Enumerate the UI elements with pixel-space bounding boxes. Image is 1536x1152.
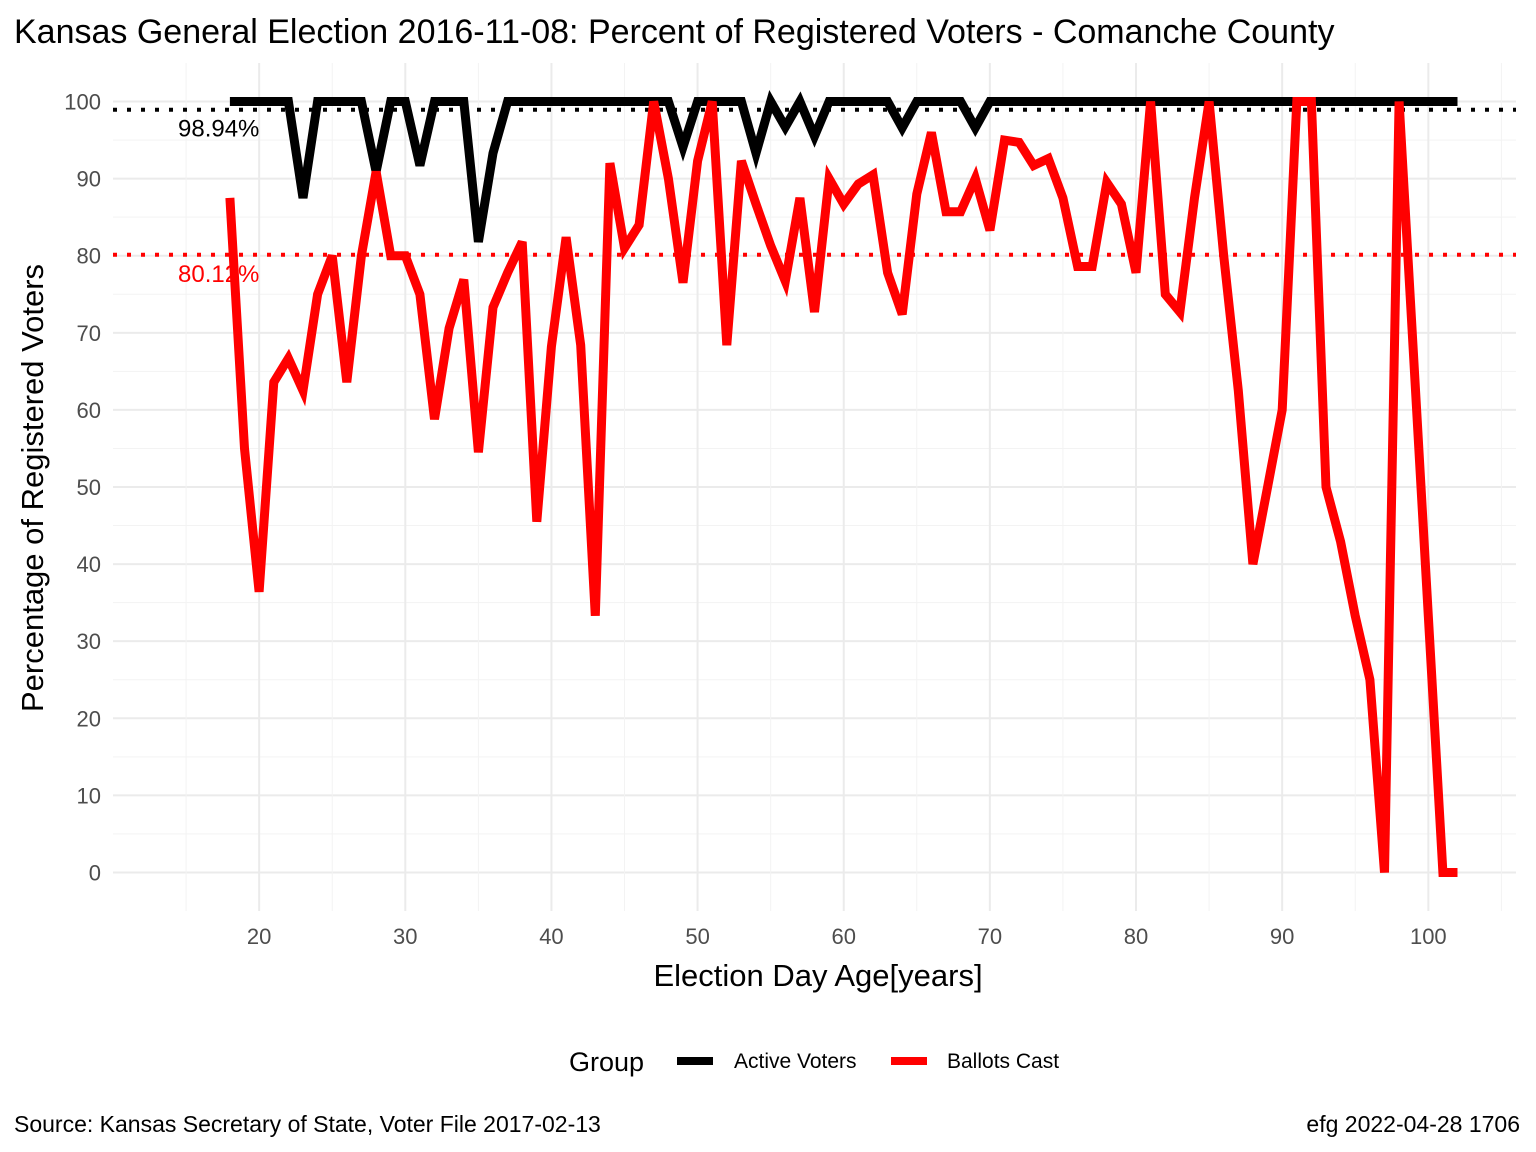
y-tick-label: 10 [77,783,101,808]
series-line-active-voters [229,89,1458,243]
reference-label-1: 80.12% [178,261,259,288]
x-tick-label: 40 [539,924,563,949]
y-tick-label: 100 [64,90,101,115]
series-line-ballots-cast [225,97,1458,877]
x-tick-label: 90 [1270,924,1294,949]
y-tick-label: 20 [77,706,101,731]
y-tick-label: 50 [77,475,101,500]
chart-title: Kansas General Election 2016-11-08: Perc… [14,13,1334,51]
x-tick-label: 60 [831,924,855,949]
credit-caption: efg 2022-04-28 1706 [1306,1111,1520,1137]
x-tick-label: 70 [978,924,1002,949]
y-tick-label: 70 [77,321,101,346]
grid [113,63,1516,911]
y-tick-label: 60 [77,398,101,423]
legend-label-ballots-cast: Ballots Cast [947,1050,1059,1073]
x-tick-label: 30 [393,924,417,949]
y-tick-label: 0 [89,860,101,885]
x-tick-label: 100 [1410,924,1447,949]
series-lines [225,89,1458,877]
y-axis-title: Percentage of Registered Voters [15,264,50,712]
legend-label-active-voters: Active Voters [734,1050,857,1073]
reference-lines [113,107,1516,257]
reference-label-0: 98.94% [178,116,259,143]
x-tick-label: 20 [247,924,271,949]
legend-title: Group [569,1047,644,1077]
source-caption: Source: Kansas Secretary of State, Voter… [14,1111,601,1137]
y-tick-label: 90 [77,167,101,192]
y-tick-label: 80 [77,244,101,269]
x-tick-label: 50 [685,924,709,949]
reference-labels: 98.94% 80.12% [178,116,259,288]
y-axis-ticks: 0 10 20 30 40 50 60 70 80 90 100 [64,90,101,886]
legend: Group Active Voters Ballots Cast [569,1047,1059,1077]
y-tick-label: 30 [77,629,101,654]
x-tick-label: 80 [1124,924,1148,949]
x-axis-ticks: 20 30 40 50 60 70 80 90 100 [247,924,1447,949]
x-axis-title: Election Day Age[years] [653,958,982,993]
y-tick-label: 40 [77,552,101,577]
